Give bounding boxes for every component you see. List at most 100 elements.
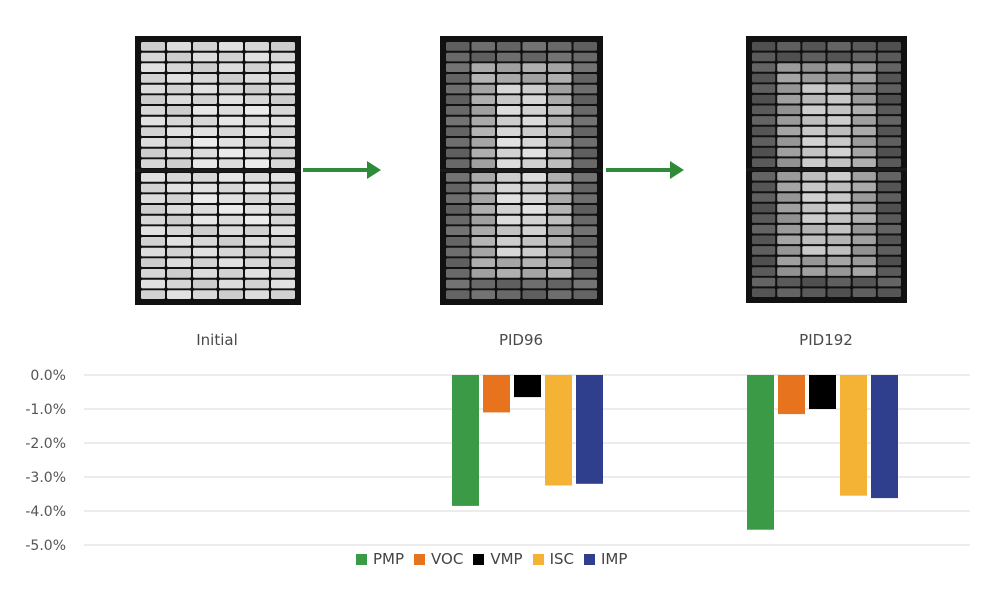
y-tick-label: -4.0%	[25, 504, 66, 520]
y-tick-label: -3.0%	[25, 470, 66, 486]
solar-cell	[573, 74, 597, 83]
solar-cell	[193, 84, 217, 94]
solar-cell	[877, 105, 901, 115]
solar-cell	[852, 126, 876, 136]
legend-label-vmp: VMP	[490, 550, 523, 568]
solar-cell	[193, 95, 217, 104]
solar-cell	[522, 106, 546, 115]
solar-cell	[573, 52, 597, 62]
solar-cell	[802, 224, 826, 234]
solar-cell	[802, 116, 826, 125]
solar-cell	[777, 193, 801, 202]
legend-swatch-voc	[414, 553, 426, 565]
solar-cell	[877, 94, 901, 104]
legend-item-vmp: VMP	[473, 550, 523, 568]
solar-cell	[271, 258, 295, 267]
solar-cell	[141, 194, 165, 203]
solar-cell	[271, 183, 295, 193]
solar-cell	[446, 183, 470, 193]
solar-cell	[573, 95, 597, 104]
solar-cell	[446, 226, 470, 235]
solar-cell	[497, 159, 521, 168]
solar-cell	[827, 203, 851, 213]
solar-cell	[827, 246, 851, 255]
solar-cell	[271, 116, 295, 126]
solar-cell	[219, 258, 243, 267]
solar-cell	[141, 52, 165, 62]
solar-cell	[446, 138, 470, 147]
solar-cell	[271, 127, 295, 136]
bar-pmp-pid192	[747, 375, 774, 530]
solar-cell	[852, 73, 876, 83]
solar-cell	[471, 138, 495, 147]
solar-cell	[446, 106, 470, 115]
solar-cell	[497, 148, 521, 158]
solar-cell	[471, 215, 495, 225]
solar-cell	[548, 279, 572, 289]
solar-cell	[522, 63, 546, 72]
solar-cell	[141, 127, 165, 136]
solar-cell	[802, 203, 826, 213]
solar-cell	[573, 194, 597, 203]
bar-pmp-pid96	[452, 375, 479, 506]
solar-cell	[877, 84, 901, 93]
solar-cell	[802, 126, 826, 136]
legend-swatch-pmp	[356, 553, 367, 565]
solar-cell	[271, 84, 295, 94]
solar-cell	[752, 42, 776, 51]
solar-cell	[548, 205, 572, 214]
solar-cell	[777, 256, 801, 266]
solar-cell	[245, 183, 269, 193]
solar-cell	[573, 127, 597, 136]
solar-cell	[141, 159, 165, 168]
solar-cell	[471, 116, 495, 126]
solar-cell	[471, 269, 495, 278]
solar-cell	[167, 74, 191, 83]
solar-cell	[802, 214, 826, 223]
y-tick-label: -2.0%	[25, 436, 66, 452]
bar-vmp-pid192	[809, 375, 836, 409]
solar-cell	[245, 42, 269, 51]
solar-cell	[471, 106, 495, 115]
solar-cell	[446, 74, 470, 83]
solar-cell	[777, 63, 801, 72]
solar-cell	[522, 148, 546, 158]
solar-cell	[471, 194, 495, 203]
solar-cell	[245, 258, 269, 267]
solar-cell	[852, 182, 876, 192]
solar-cell	[752, 126, 776, 136]
solar-cell	[471, 52, 495, 62]
solar-cell	[471, 247, 495, 257]
solar-cell	[802, 193, 826, 202]
solar-cell	[167, 226, 191, 235]
solar-cell	[752, 63, 776, 72]
solar-cell	[802, 147, 826, 157]
y-tick-label: 0.0%	[30, 368, 66, 384]
solar-cell	[752, 182, 776, 192]
solar-cell	[271, 106, 295, 115]
solar-cell	[777, 94, 801, 104]
solar-cell	[548, 42, 572, 51]
y-tick-label: -1.0%	[25, 402, 66, 418]
legend-label-pmp: PMP	[373, 550, 405, 568]
solar-cell	[271, 173, 295, 182]
solar-cell	[167, 138, 191, 147]
solar-cell	[522, 159, 546, 168]
solar-cell	[877, 182, 901, 192]
solar-cell	[852, 137, 876, 146]
solar-cell	[219, 226, 243, 235]
solar-cell	[167, 127, 191, 136]
solar-cell	[522, 138, 546, 147]
solar-cell	[548, 159, 572, 168]
solar-cell	[193, 159, 217, 168]
solar-cell	[245, 173, 269, 182]
solar-cell	[446, 42, 470, 51]
solar-cell	[752, 172, 776, 181]
solar-cell	[446, 95, 470, 104]
solar-cell	[167, 215, 191, 225]
solar-cell	[877, 158, 901, 167]
solar-cell	[193, 183, 217, 193]
solar-cell	[245, 95, 269, 104]
solar-cell	[877, 235, 901, 245]
solar-cell	[471, 237, 495, 246]
